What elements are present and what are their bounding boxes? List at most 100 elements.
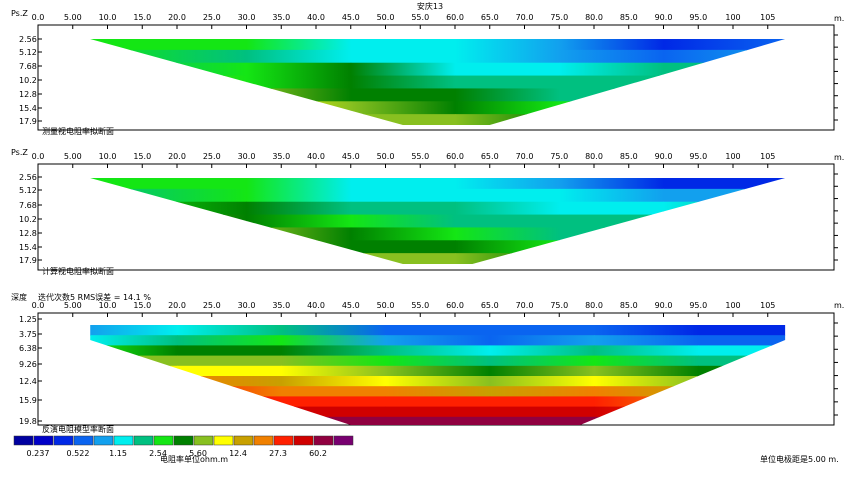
depth-tick-label: 12.8: [19, 229, 37, 238]
depth-tick-label: 2.56: [19, 173, 37, 182]
section-cell: [489, 345, 595, 357]
section-cell: [455, 240, 560, 254]
section-cell: [455, 75, 560, 89]
x-tick-label: 75.0: [550, 301, 568, 310]
x-tick-label: 30.0: [238, 301, 256, 310]
section-cell: [594, 325, 699, 336]
legend-label: 60.2: [309, 449, 327, 458]
x-tick-label: 20.0: [168, 301, 186, 310]
color-scale-legend: 0.237 0.522 1.15 2.54 5.60 12.4 27.3 60.2: [13, 435, 354, 458]
legend-swatch: [253, 435, 274, 446]
x-tick-label: 50.0: [377, 13, 395, 22]
section-cell: [90, 188, 247, 203]
section-cell: [246, 240, 352, 254]
x-tick-label: 95.0: [689, 13, 707, 22]
legend-swatch: [53, 435, 74, 446]
section-cell: [90, 386, 178, 397]
section-cell: [90, 49, 247, 64]
x-tick-label: 80.0: [585, 152, 603, 161]
section-cell: [246, 62, 352, 77]
section-cell: [350, 62, 456, 77]
section-cell: [489, 396, 595, 408]
x-tick-label: 10.0: [99, 13, 117, 22]
section-cell: [489, 376, 595, 387]
section-cell: [455, 39, 560, 51]
section-cell: [489, 386, 595, 397]
section-cell: [663, 101, 786, 115]
x-tick-label: 105: [760, 152, 775, 161]
electrode-spacing-label: 单位电极距是5.00 m.: [760, 454, 839, 464]
section-cell: [489, 335, 595, 346]
section-cell: [594, 396, 699, 408]
x-tick-label: 60.0: [446, 301, 464, 310]
depth-tick-label: 7.68: [19, 62, 37, 71]
legend-swatch: [13, 435, 34, 446]
legend-swatch: [333, 435, 354, 446]
section-cell: [177, 355, 282, 367]
section-cell: [281, 325, 386, 336]
section-cell: [663, 201, 786, 216]
section-cell: [246, 227, 352, 241]
depth-tick-label: 1.25: [19, 315, 37, 324]
section-cell: [281, 386, 386, 397]
section-cell: [350, 178, 456, 190]
depth-tick-label: 17.9: [19, 256, 37, 265]
section-cell: [177, 335, 282, 346]
x-tick-label: 75.0: [550, 13, 568, 22]
section-cell: [350, 214, 456, 228]
depth-tick-label: 5.12: [19, 48, 37, 57]
section-cell: [594, 345, 699, 357]
section-cell: [90, 396, 178, 408]
section-cell: [350, 188, 456, 203]
section-cell: [90, 214, 247, 228]
section-cell: [246, 214, 352, 228]
x-tick-label: 15.0: [133, 152, 151, 161]
section-cell: [177, 345, 282, 357]
section-cell: [455, 214, 560, 228]
section-cell: [350, 75, 456, 89]
depth-tick-label: 19.8: [19, 417, 37, 426]
x-tick-label: 40.0: [307, 13, 325, 22]
section-cell: [455, 62, 560, 77]
x-tick-label: 50.0: [377, 152, 395, 161]
distance-unit-label: m.: [834, 14, 844, 23]
section-cell: [281, 376, 386, 387]
section-cell: [281, 396, 386, 408]
x-tick-label: 15.0: [133, 301, 151, 310]
section-cell: [455, 114, 560, 125]
section-cell: [559, 240, 664, 254]
x-tick-label: 55.0: [411, 152, 429, 161]
x-tick-label: 105: [760, 301, 775, 310]
depth-tick-label: 17.9: [19, 117, 37, 126]
section-cell: [455, 227, 560, 241]
depth-tick-label: 6.38: [19, 344, 37, 353]
x-tick-label: 0.0: [32, 301, 45, 310]
panel-1-axis-label: Ps.Z: [11, 9, 28, 18]
section-cell: [559, 114, 664, 125]
section-colors: [90, 178, 786, 264]
section-cell: [385, 406, 491, 418]
section-cell: [90, 365, 178, 377]
x-tick-label: 25.0: [203, 13, 221, 22]
section-cell: [559, 227, 664, 241]
section-cell: [385, 345, 491, 357]
depth-tick-label: 15.9: [19, 396, 37, 405]
section-cell: [90, 376, 178, 387]
section-cell: [455, 49, 560, 64]
section-cell: [90, 62, 247, 77]
section-cell: [246, 88, 352, 102]
x-tick-label: 40.0: [307, 301, 325, 310]
section-cell: [698, 386, 786, 397]
x-tick-label: 60.0: [446, 13, 464, 22]
x-tick-label: 45.0: [342, 301, 360, 310]
section-cell: [90, 101, 247, 115]
section-cell: [489, 355, 595, 367]
x-tick-label: 75.0: [550, 152, 568, 161]
legend-swatch: [153, 435, 174, 446]
x-tick-label: 80.0: [585, 13, 603, 22]
section-cell: [663, 178, 786, 190]
x-tick-label: 5.00: [64, 301, 82, 310]
section-cell: [663, 49, 786, 64]
section-cell: [246, 49, 352, 64]
section-cell: [559, 214, 664, 228]
